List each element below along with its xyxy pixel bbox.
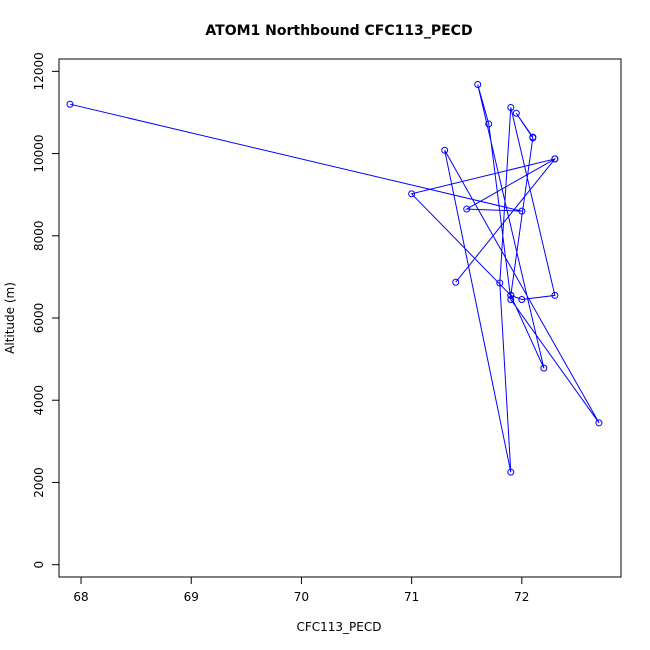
y-tick-label: 0 bbox=[32, 561, 46, 569]
data-point bbox=[507, 104, 515, 112]
data-point bbox=[463, 205, 471, 213]
data-point bbox=[551, 291, 559, 299]
data-point bbox=[408, 190, 416, 198]
x-tick-label: 72 bbox=[514, 590, 529, 604]
data-series bbox=[66, 80, 603, 476]
x-axis: 68 69 70 71 72 bbox=[73, 576, 529, 604]
data-point bbox=[540, 364, 548, 372]
y-tick-label: 4000 bbox=[32, 385, 46, 416]
y-axis: 0 2000 4000 6000 8000 10000 12000 bbox=[32, 52, 60, 569]
data-point bbox=[518, 207, 526, 215]
data-point bbox=[595, 419, 603, 427]
data-point bbox=[529, 133, 537, 141]
data-point bbox=[441, 146, 449, 154]
y-tick-label: 12000 bbox=[32, 52, 46, 90]
x-tick-label: 68 bbox=[73, 590, 88, 604]
data-point bbox=[452, 278, 460, 286]
x-tick-label: 69 bbox=[184, 590, 199, 604]
data-point bbox=[551, 155, 559, 163]
data-point bbox=[485, 120, 493, 128]
data-point bbox=[507, 296, 515, 303]
y-tick-label: 10000 bbox=[32, 134, 46, 172]
y-tick-label: 6000 bbox=[32, 303, 46, 334]
y-tick-label: 2000 bbox=[32, 467, 46, 498]
plot-frame bbox=[58, 58, 622, 578]
y-tick-label: 8000 bbox=[32, 221, 46, 252]
series-line bbox=[69, 84, 600, 473]
data-point bbox=[474, 80, 482, 88]
data-point bbox=[512, 109, 520, 117]
data-point bbox=[507, 468, 515, 476]
chart-title: ATOM1 Northbound CFC113_PECD bbox=[205, 23, 472, 39]
y-axis-label: Altitude (m) bbox=[3, 282, 17, 354]
data-point bbox=[66, 100, 74, 108]
data-point bbox=[496, 279, 504, 287]
x-tick-label: 71 bbox=[404, 590, 419, 604]
x-tick-label: 70 bbox=[294, 590, 309, 604]
data-point bbox=[518, 296, 526, 303]
x-axis-label: CFC113_PECD bbox=[296, 620, 381, 634]
data-point bbox=[507, 291, 515, 299]
